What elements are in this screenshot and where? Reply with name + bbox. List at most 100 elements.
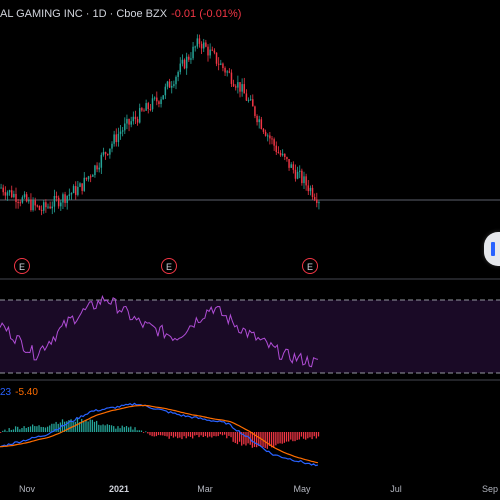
- candle-body: [298, 170, 301, 172]
- macd-histogram-bar: [134, 427, 136, 432]
- macd-histogram-bar: [106, 424, 108, 432]
- macd-histogram-bar: [85, 420, 87, 432]
- candle-body: [153, 97, 156, 99]
- candle-body: [301, 170, 303, 184]
- candle-body: [237, 82, 239, 88]
- candle-body: [222, 63, 224, 69]
- macd-histogram-bar: [40, 426, 42, 432]
- candle-body: [162, 95, 164, 100]
- candle-body: [68, 194, 71, 196]
- macd-histogram-bar: [70, 419, 72, 432]
- macd-histogram-bar: [215, 432, 217, 437]
- macd-histogram-bar: [202, 432, 204, 437]
- candle-body: [296, 171, 299, 179]
- macd-histogram-bar: [14, 426, 17, 432]
- candle-body: [17, 202, 19, 204]
- candle-body: [252, 99, 254, 107]
- candle-body: [262, 128, 265, 132]
- candle-body: [260, 119, 263, 129]
- macd-histogram-bar: [315, 432, 318, 439]
- macd-histogram-bar: [125, 425, 128, 432]
- candle-body: [49, 206, 51, 209]
- candle-body: [62, 194, 64, 203]
- macd-histogram-bar: [91, 419, 94, 432]
- macd-histogram-bar: [2, 430, 4, 432]
- macd-histogram-bar: [128, 427, 130, 432]
- macd-histogram-bar: [140, 430, 143, 432]
- candle-body: [158, 101, 160, 105]
- candle-body: [106, 153, 109, 155]
- macd-histogram-bar: [27, 426, 30, 432]
- macd-histogram-bar: [78, 422, 81, 432]
- macd-histogram-bar: [53, 423, 55, 432]
- symbol-title-text: AL GAMING INC · 1D · Cboe BZX: [0, 8, 168, 20]
- macd-histogram-bar: [104, 425, 106, 432]
- candle-body: [98, 167, 100, 170]
- macd-histogram-bar: [110, 425, 113, 432]
- candle-body: [313, 197, 316, 200]
- macd-histogram-bar: [113, 426, 115, 432]
- signal-line: [0, 404, 319, 464]
- macd-histogram-bar: [221, 432, 224, 436]
- candle-body: [173, 84, 175, 86]
- candle-body: [104, 152, 107, 154]
- candle-body: [209, 49, 211, 56]
- scroll-to-realtime-button[interactable]: [484, 232, 500, 266]
- macd-histogram-bar: [51, 423, 53, 432]
- candle-body: [55, 195, 58, 198]
- macd-histogram-bar: [162, 432, 164, 436]
- candle-body: [138, 108, 141, 123]
- macd-histogram-bar: [96, 420, 98, 432]
- candle-body: [147, 103, 150, 109]
- macd-histogram-bar: [19, 429, 21, 432]
- macd-histogram-bar: [29, 426, 32, 432]
- candle-body: [53, 195, 56, 207]
- candle-body: [32, 200, 34, 211]
- macd-histogram-bar: [98, 424, 100, 432]
- candle-body: [294, 169, 297, 179]
- candle-body: [121, 130, 124, 132]
- macd-histogram-bar: [219, 432, 222, 435]
- macd-histogram-bar: [290, 432, 292, 440]
- candle-body: [96, 165, 98, 170]
- macd-histogram-bar: [119, 428, 121, 432]
- candle-body: [247, 99, 250, 101]
- candle-body: [64, 194, 66, 203]
- macd-histogram-bar: [0, 432, 2, 433]
- macd-histogram-bar: [300, 432, 303, 437]
- candle-body: [109, 148, 111, 155]
- x-axis-label: Mar: [197, 484, 213, 494]
- macd-histogram-bar: [288, 432, 290, 442]
- macd-histogram-bar: [204, 432, 207, 437]
- candle-body: [196, 38, 199, 47]
- candle-body: [249, 99, 252, 101]
- candle-body: [286, 157, 288, 160]
- macd-histogram-bar: [147, 432, 149, 434]
- macd-histogram-bar: [21, 428, 23, 432]
- macd-histogram-bar: [279, 432, 281, 444]
- candle-body: [192, 46, 194, 59]
- candle-body: [40, 209, 43, 211]
- earnings-marker[interactable]: E: [302, 258, 318, 274]
- earnings-marker[interactable]: E: [161, 258, 177, 274]
- candle-body: [130, 121, 132, 125]
- macd-histogram-bar: [83, 421, 85, 432]
- macd-histogram-bar: [189, 432, 192, 437]
- candle-body: [143, 110, 145, 112]
- candle-body: [134, 116, 137, 120]
- earnings-marker[interactable]: E: [14, 258, 30, 274]
- macd-histogram-bar: [6, 431, 8, 433]
- candle-body: [36, 205, 39, 207]
- macd-histogram-bar: [64, 421, 66, 432]
- candle-body: [160, 99, 162, 105]
- macd-histogram-bar: [285, 432, 288, 442]
- candle-body: [23, 194, 26, 198]
- candle-body: [213, 50, 216, 53]
- macd-histogram-bar: [313, 432, 315, 437]
- candle-body: [239, 82, 241, 92]
- candle-body: [269, 135, 271, 139]
- candle-body: [115, 134, 118, 143]
- macd-histogram-bar: [68, 420, 70, 432]
- candle-body: [87, 176, 90, 180]
